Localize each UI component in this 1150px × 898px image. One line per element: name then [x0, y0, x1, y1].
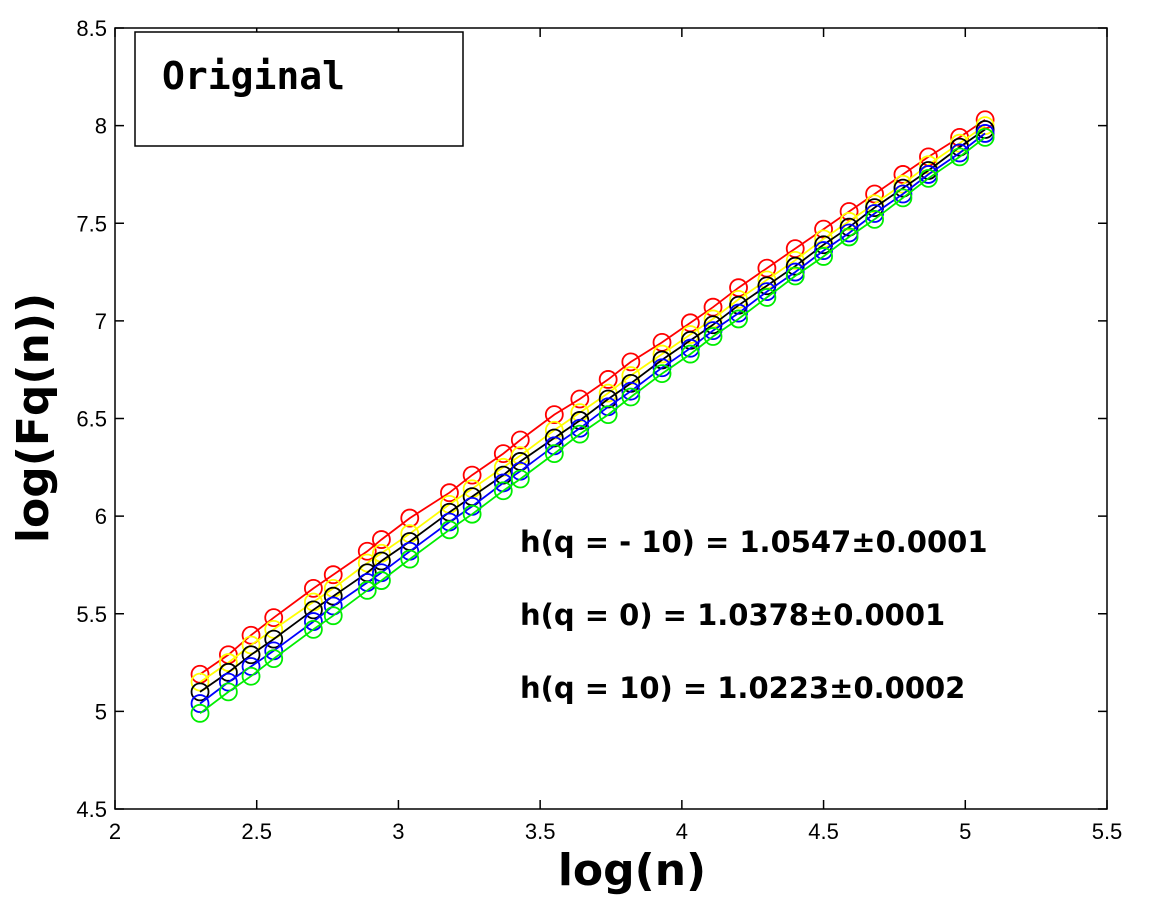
- data-point-green: [839, 227, 859, 247]
- data-point-red: [462, 465, 482, 485]
- data-point-green: [621, 387, 641, 407]
- data-point-green: [919, 168, 938, 188]
- data-point-green: [357, 580, 377, 600]
- data-point-yellow: [190, 672, 210, 692]
- data-point-blue: [241, 657, 261, 676]
- x-tick-label: 2.5: [241, 819, 272, 844]
- data-point-red: [598, 370, 618, 389]
- data-point-green: [703, 327, 723, 346]
- data-point-black: [190, 682, 210, 702]
- data-point-green: [570, 424, 590, 444]
- data-point-green: [400, 549, 420, 569]
- data-point-red: [241, 625, 261, 645]
- data-point-green: [264, 649, 284, 669]
- legend-label: Original: [162, 54, 345, 98]
- data-point-green: [440, 520, 459, 540]
- y-tick-label: 5: [95, 699, 107, 724]
- data-point-red: [440, 483, 459, 503]
- x-tick-label: 4.5: [808, 819, 839, 844]
- data-point-green: [975, 127, 995, 147]
- data-point-green: [190, 703, 210, 723]
- data-point-green: [323, 606, 343, 626]
- legend-frame: [134, 31, 464, 147]
- data-point-red: [814, 219, 833, 239]
- data-point-red: [400, 508, 420, 528]
- data-point-black: [323, 586, 343, 606]
- x-tick-label: 5: [959, 819, 971, 844]
- annotation-q-10: h(q = 10) = 1.0223±0.0002: [520, 671, 965, 705]
- series-green: [190, 127, 995, 723]
- data-point-blue: [323, 596, 343, 616]
- data-point-green: [510, 469, 530, 489]
- data-point-green: [814, 247, 833, 266]
- series-line-green: [199, 136, 986, 715]
- x-tick-label: 3.5: [525, 819, 556, 844]
- data-point-green: [493, 481, 513, 501]
- data-point-red: [544, 405, 564, 424]
- series-layer: [190, 110, 995, 723]
- data-point-black: [241, 645, 261, 665]
- y-tick-label: 8.5: [76, 16, 107, 41]
- series-line-yellow: [199, 124, 986, 683]
- x-tick-label: 4: [676, 819, 688, 844]
- data-point-green: [372, 571, 391, 590]
- data-point-yellow: [264, 619, 284, 639]
- data-point-black: [264, 629, 284, 649]
- legend-box: Original: [134, 31, 464, 147]
- y-tick-label: 5.5: [76, 602, 107, 627]
- data-point-green: [652, 364, 672, 383]
- series-line-red: [199, 119, 986, 676]
- data-point-red: [570, 389, 590, 409]
- data-point-black: [218, 662, 238, 682]
- data-point-yellow: [218, 653, 238, 672]
- data-point-red: [839, 202, 859, 221]
- ticks-layer: 2 2.5 3 3.5 4 4.5 5 5.5 4.5 5 5.5 6 6.5 7 7.5 8 8.5: [76, 16, 1122, 844]
- data-point-red: [621, 352, 641, 372]
- data-point-red: [357, 541, 377, 561]
- data-point-green: [241, 666, 261, 686]
- data-point-green: [218, 682, 238, 702]
- data-point-black: [303, 600, 323, 620]
- data-point-green: [680, 344, 700, 364]
- y-tick-label: 7.5: [76, 211, 107, 236]
- data-point-yellow: [241, 635, 261, 655]
- y-tick-label: 6: [95, 504, 107, 529]
- data-point-red: [893, 165, 913, 184]
- y-tick-label: 4.5: [76, 797, 107, 822]
- x-tick-label: 2: [109, 819, 121, 844]
- data-point-yellow: [357, 553, 377, 573]
- data-point-green: [757, 288, 777, 307]
- data-point-red: [510, 430, 530, 450]
- annotation-q-0: h(q = 0) = 1.0378±0.0001: [520, 598, 945, 632]
- data-point-green: [729, 309, 748, 329]
- data-point-blue: [190, 694, 210, 713]
- annotation-q-minus10: h(q = - 10) = 1.0547±0.0001: [520, 525, 988, 559]
- data-point-green: [462, 504, 482, 524]
- data-point-red: [372, 530, 391, 549]
- data-point-green: [544, 444, 564, 464]
- data-point-red: [323, 565, 343, 585]
- data-point-green: [893, 188, 913, 208]
- y-tick-label: 7: [95, 309, 107, 334]
- x-tick-label: 5.5: [1092, 819, 1123, 844]
- data-point-green: [785, 266, 805, 286]
- x-tick-label: 3: [392, 819, 404, 844]
- y-axis-label: log(Fq(n)): [8, 293, 59, 543]
- data-point-blue: [218, 672, 238, 692]
- data-point-red: [303, 578, 323, 598]
- data-point-green: [303, 619, 323, 639]
- data-point-green: [865, 209, 884, 229]
- x-axis-label: log(n): [558, 845, 706, 896]
- data-point-green: [950, 147, 970, 167]
- y-tick-label: 8: [95, 114, 107, 139]
- data-point-green: [598, 405, 618, 424]
- y-tick-label: 6.5: [76, 407, 107, 432]
- data-point-red: [264, 608, 284, 628]
- data-point-red: [865, 184, 884, 204]
- data-point-black: [372, 551, 391, 571]
